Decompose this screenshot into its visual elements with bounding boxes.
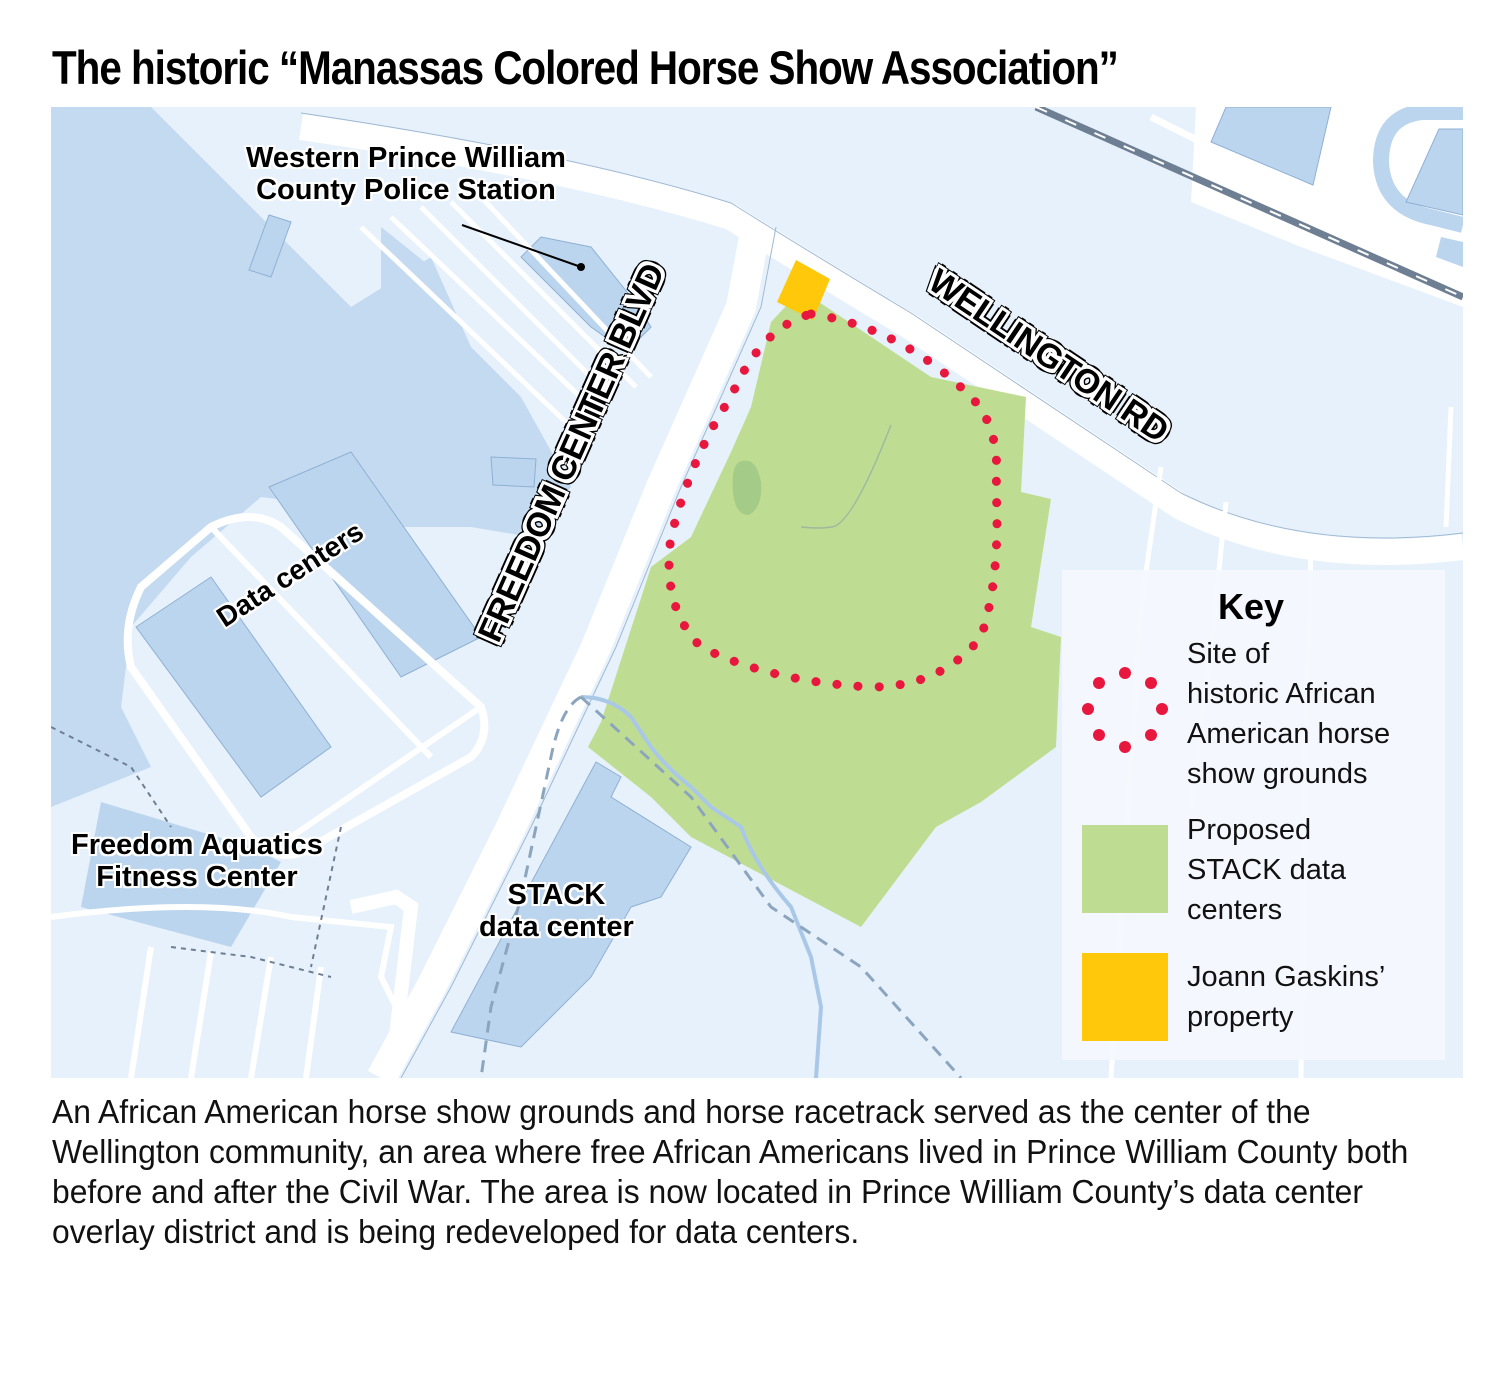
road-aquatics xyxy=(51,904,414,1078)
building-stack xyxy=(450,761,692,1048)
road-wellington-edge xyxy=(300,112,1463,539)
police-leader-line xyxy=(461,224,582,268)
track xyxy=(1372,107,1463,233)
road-parking xyxy=(349,889,419,1078)
key-label-gaskins-property: Joann Gaskins’ property xyxy=(1187,961,1386,1033)
proposed-stack-site xyxy=(588,290,1061,927)
road-freedom-edge xyxy=(400,226,777,1078)
building-police xyxy=(520,236,652,353)
yellow-square-icon xyxy=(1082,953,1168,1041)
building-dc2 xyxy=(135,576,332,798)
building-small-nw xyxy=(248,214,292,278)
map: Western Prince William County Police Sta… xyxy=(51,107,1463,1078)
dashed-trail xyxy=(579,695,963,1078)
police-leader-dot xyxy=(577,263,585,271)
road-freedom-center xyxy=(367,224,771,1078)
railroad-ticks xyxy=(1035,107,1463,298)
stream xyxy=(580,695,824,1078)
map-title: The historic “Manassas Colored Horse Sho… xyxy=(52,41,1119,94)
red-dotted-circle-icon xyxy=(1082,667,1168,753)
label-police-station: Western Prince William County Police Sta… xyxy=(246,142,566,207)
key-label-show-grounds: Site of historic African American horse … xyxy=(1187,638,1391,790)
woods-area xyxy=(51,107,571,807)
trail-top xyxy=(1149,113,1255,194)
track-field xyxy=(1405,128,1463,216)
pond xyxy=(732,460,762,515)
building-top-right xyxy=(1210,107,1332,186)
caption: An African American horse show grounds a… xyxy=(52,1093,1409,1250)
key-title: Key xyxy=(1218,586,1285,627)
path-in-site xyxy=(800,424,892,529)
road-lots xyxy=(359,195,653,429)
road-wellington xyxy=(299,114,1463,565)
road-cross xyxy=(208,524,483,840)
road-dc-loop xyxy=(123,513,489,859)
building-dc1 xyxy=(268,451,482,678)
map-key: Key Site of historic African American ho… xyxy=(1062,570,1445,1060)
building-small-right xyxy=(1436,237,1463,267)
label-aquatics: Freedom Aquatics Fitness Center xyxy=(71,829,323,894)
joann-gaskins-property xyxy=(777,260,830,320)
key-label-proposed-stack: Proposed STACK data centers xyxy=(1187,814,1347,926)
dashed-trail-2 xyxy=(479,695,582,1078)
dashed-trail-3 xyxy=(51,726,342,978)
building-small-mid xyxy=(490,456,537,488)
green-square-icon xyxy=(1082,825,1168,913)
label-stack: STACK data center xyxy=(479,879,634,944)
map-base xyxy=(51,107,1463,1078)
